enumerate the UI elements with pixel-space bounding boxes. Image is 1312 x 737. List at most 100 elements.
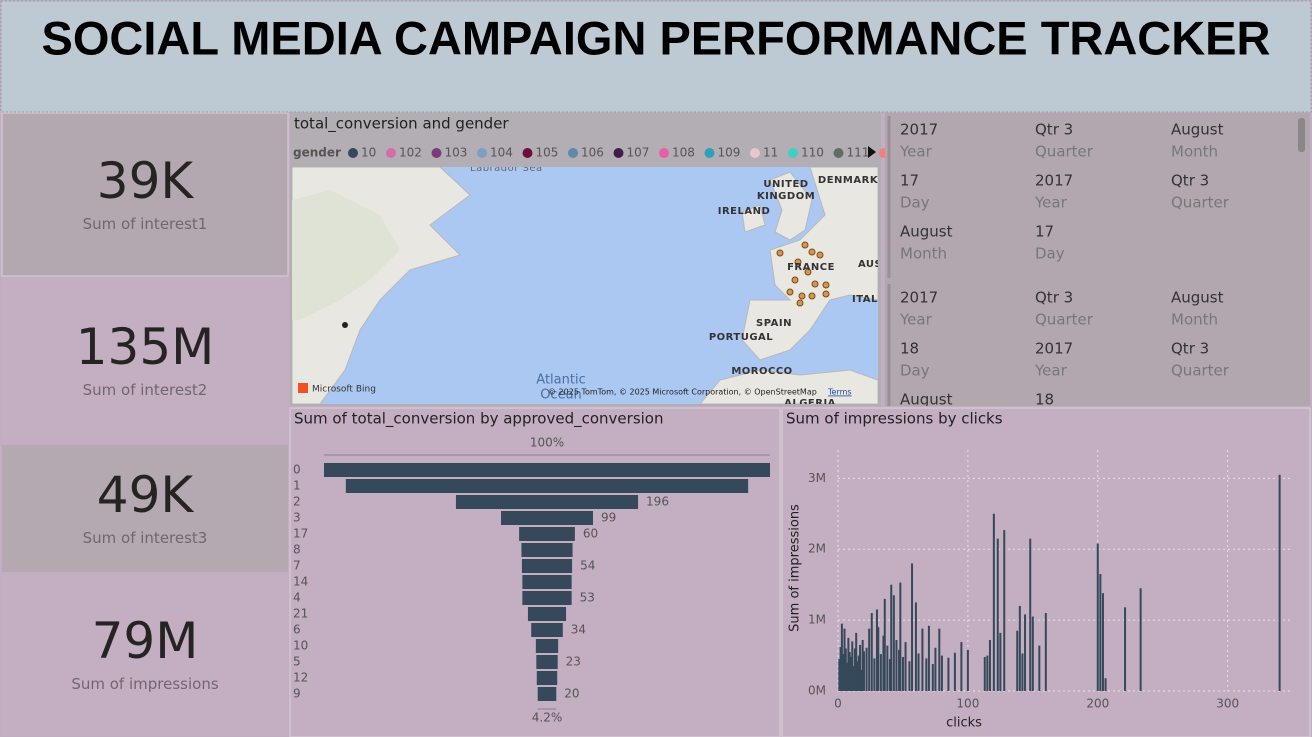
legend-swatch <box>659 148 669 158</box>
place: UNITED <box>763 179 808 190</box>
column-bar <box>966 649 969 691</box>
chart-title: Sum of impressions by clicks <box>786 410 1003 428</box>
legend-label: 11 <box>763 146 778 160</box>
place: FRANCE <box>787 262 835 273</box>
value-label: 53 <box>580 591 595 605</box>
column-bar <box>882 635 885 691</box>
y-tick-label: 1M <box>808 613 826 627</box>
date-value: 18 <box>900 340 919 358</box>
place: IRELAND <box>718 206 771 217</box>
date-value: August <box>1171 121 1224 139</box>
date-value: Qtr 3 <box>1035 289 1073 307</box>
place: MOROCCO <box>731 366 792 377</box>
card-value: 79M <box>92 612 199 670</box>
category-label: 14 <box>293 575 308 589</box>
column-bar <box>901 656 904 691</box>
category-label: 2 <box>293 495 301 509</box>
column-bar <box>859 644 862 691</box>
value-label: 23 <box>566 655 581 669</box>
column-bar <box>1099 574 1102 691</box>
category-label: 8 <box>293 543 301 557</box>
x-tick-label: 100 <box>956 697 979 711</box>
column-bar <box>846 662 849 691</box>
date-value: Qtr 3 <box>1171 340 1209 358</box>
charts: Sum of total_conversion by approved_conv… <box>293 410 1290 731</box>
funnel-bottom-label: 4.2% <box>532 711 563 725</box>
date-label: Quarter <box>1171 362 1230 380</box>
column-bar <box>953 652 956 691</box>
card-value: 135M <box>76 318 215 376</box>
column-bar <box>921 628 924 691</box>
value-label: 34 <box>571 623 586 637</box>
legend-swatch <box>788 148 798 158</box>
column-bar <box>868 628 871 691</box>
column-bar <box>892 595 895 691</box>
funnel-bar <box>345 479 749 493</box>
column-bar <box>857 655 860 691</box>
column-bar <box>904 642 907 691</box>
date-panel <box>885 113 1310 406</box>
column-bar <box>1139 588 1142 691</box>
land <box>741 204 766 233</box>
value-label: 54 <box>580 559 595 573</box>
column-bar <box>960 642 963 691</box>
map-brand: Microsoft Bing <box>312 385 376 395</box>
column-bar <box>843 628 846 691</box>
column-bar <box>1031 616 1034 691</box>
column-bar <box>914 602 917 691</box>
bing-logo <box>298 383 308 393</box>
category-label: 21 <box>293 607 308 621</box>
column-bar <box>1024 614 1027 691</box>
map: Labrador Sea UNITED KINGDOM DENMARK IREL… <box>292 167 890 404</box>
category-label: 17 <box>293 527 308 541</box>
category-label: 0 <box>293 463 301 477</box>
legend-swatch <box>522 148 533 158</box>
card-label: Sum of interest2 <box>83 381 208 399</box>
column-bar <box>931 664 934 691</box>
map-terms[interactable]: Terms <box>827 388 852 397</box>
date-value: 2017 <box>1035 172 1073 190</box>
date-value: 2017 <box>1035 340 1073 358</box>
card-label: Sum of interest3 <box>83 529 208 547</box>
category-label: 7 <box>293 559 301 573</box>
date-label: Quarter <box>1171 194 1230 212</box>
scrollbar[interactable] <box>1298 118 1305 152</box>
category-label: 6 <box>293 623 301 637</box>
date-value: Qtr 3 <box>1171 172 1209 190</box>
category-label: 9 <box>293 687 301 701</box>
legend-next[interactable] <box>868 146 876 158</box>
column-bar <box>883 598 886 691</box>
date-label: Year <box>899 311 933 329</box>
date-value: Qtr 3 <box>1035 121 1073 139</box>
category-label: 1 <box>293 479 301 493</box>
land <box>699 369 878 404</box>
funnel-bar <box>535 639 559 653</box>
column-bar <box>875 609 878 691</box>
column-bar <box>1018 605 1021 691</box>
funnel-bar <box>519 527 575 541</box>
legend-swatch <box>431 148 442 158</box>
place: AUST <box>858 259 890 270</box>
column-bar <box>996 538 999 691</box>
land <box>769 171 813 241</box>
date-label: Day <box>1035 245 1065 263</box>
date-value: 17 <box>1035 223 1054 241</box>
legend-label: 103 <box>445 146 468 160</box>
column-bar <box>895 639 898 691</box>
map-attribution: © 2025 TomTom, © 2025 Microsoft Corporat… <box>548 388 817 397</box>
column-bar <box>877 627 880 691</box>
column-bar <box>940 655 943 691</box>
legend-label: 108 <box>672 146 695 160</box>
date-value: August <box>900 223 953 241</box>
column-bar <box>1096 543 1099 691</box>
date-value: 18 <box>1035 391 1054 409</box>
x-tick-label: 300 <box>1216 697 1239 711</box>
funnel-bar <box>521 543 573 557</box>
date-table: 2017 Year Qtr 3 Quarter August Month 17 Day 2017… <box>899 121 1230 409</box>
date-value: 17 <box>900 172 919 190</box>
column-bar <box>992 513 995 691</box>
column-bar <box>870 613 873 691</box>
x-tick-label: 200 <box>1086 697 1109 711</box>
legend-label: 105 <box>536 146 559 160</box>
column-bar <box>879 654 882 691</box>
